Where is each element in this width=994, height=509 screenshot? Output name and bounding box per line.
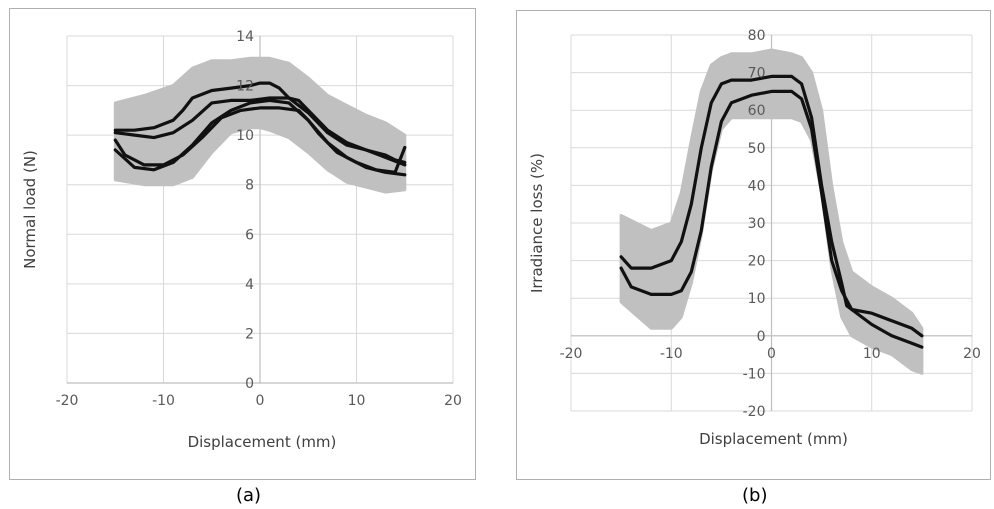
x-tick-label: 20	[963, 346, 981, 362]
y-tick-label: 70	[748, 66, 766, 82]
x-tick-label: -10	[152, 393, 175, 409]
x-tick-label: 0	[256, 393, 265, 409]
variability-band	[113, 56, 407, 194]
y-tick-label: 12	[236, 79, 254, 95]
y-tick-label: 10	[236, 128, 254, 144]
x-tick-label: 10	[348, 393, 366, 409]
y-tick-label: 0	[245, 376, 254, 392]
x-axis-title: Displacement (mm)	[188, 433, 337, 451]
y-tick-label: 2	[245, 326, 254, 342]
y-tick-label: 60	[748, 103, 766, 119]
y-tick-label: 40	[748, 178, 766, 194]
y-tick-label: 4	[245, 277, 254, 293]
y-tick-label: 80	[748, 28, 766, 44]
caption-a: (a)	[236, 485, 262, 506]
caption-b: (b)	[742, 485, 768, 506]
y-tick-label: 14	[236, 29, 254, 45]
y-tick-label: -10	[743, 366, 766, 382]
y-tick-label: -20	[743, 404, 766, 420]
y-tick-label: 6	[245, 227, 254, 243]
y-axis-title: Irradiance loss (%)	[528, 153, 546, 293]
x-tick-label: 10	[863, 346, 881, 362]
x-tick-label: -20	[560, 346, 583, 362]
series-line-4	[113, 98, 407, 177]
y-tick-label: 20	[748, 254, 766, 270]
y-tick-label: 50	[748, 141, 766, 157]
series-line-3	[113, 96, 407, 167]
y-tick-label: 10	[748, 291, 766, 307]
y-tick-label: 0	[757, 329, 766, 345]
chart-a-svg: 0 2 4 6 8 10 12 14 -20 -10 0 10 20 Displacement (mm) N…	[21, 29, 462, 451]
x-tick-label: 20	[444, 393, 462, 409]
chart-panel-b: -20 -10 0 10 20 30 40 50 60 70 80 -20 -10 0 10 20 Displa…	[516, 10, 991, 480]
series-line-2	[619, 89, 924, 349]
x-axis-title: Displacement (mm)	[699, 430, 848, 448]
y-tick-label: 8	[245, 178, 254, 194]
chart-panel-a: 0 2 4 6 8 10 12 14 -20 -10 0 10 20 Displacement (mm) N…	[9, 8, 476, 480]
y-axis-title: Normal load (N)	[21, 150, 39, 269]
x-tick-label: -10	[660, 346, 683, 362]
x-tick-label: 0	[767, 346, 776, 362]
x-tick-label: -20	[56, 393, 79, 409]
y-tick-label: 30	[748, 216, 766, 232]
